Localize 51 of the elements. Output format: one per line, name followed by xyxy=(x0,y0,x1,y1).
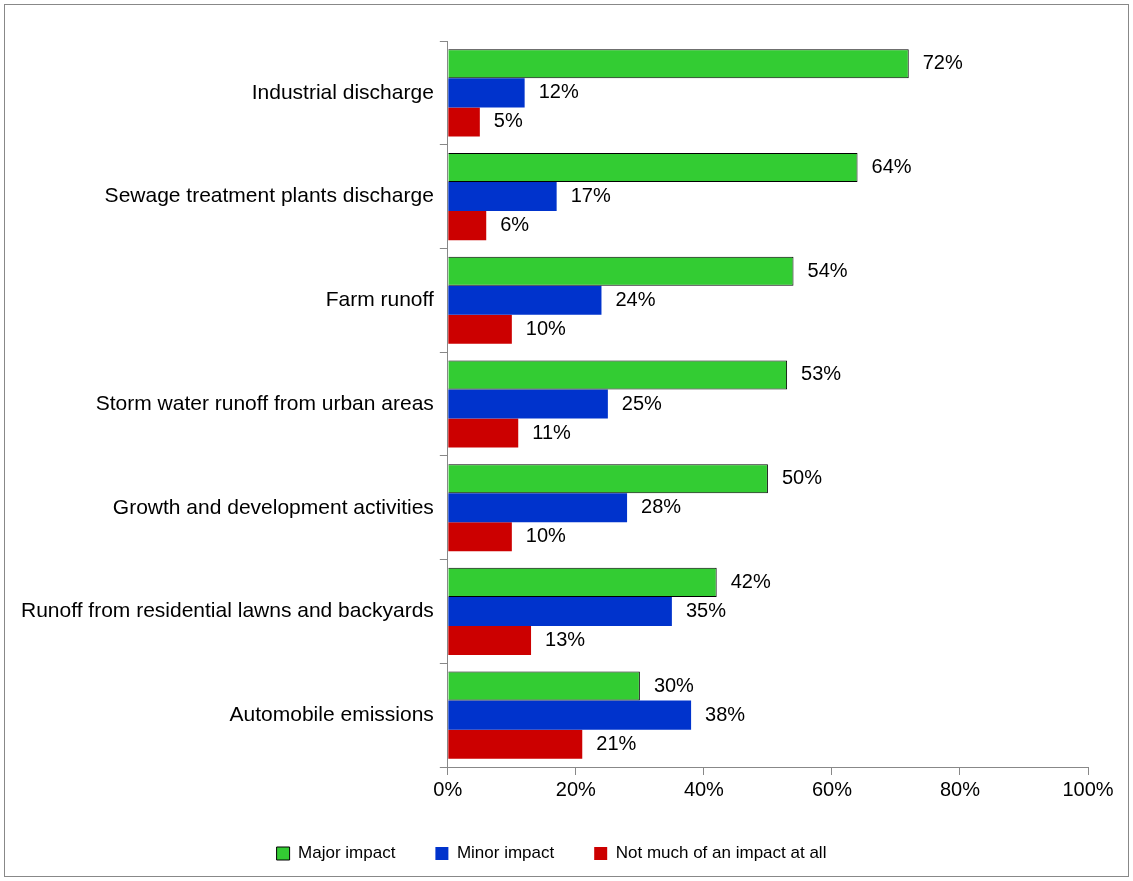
bar xyxy=(448,700,692,730)
data-label: 50% xyxy=(781,466,823,489)
legend-label: Minor impact xyxy=(456,843,555,863)
y-tick-label: Farm runoff xyxy=(325,287,434,311)
data-label: 53% xyxy=(801,362,842,385)
bar xyxy=(448,389,608,419)
bar xyxy=(448,596,672,626)
data-label: 10% xyxy=(525,316,567,339)
y-tick-label: Growth and development activities xyxy=(112,494,434,518)
data-label: 13% xyxy=(545,627,586,650)
y-tick-label: Runoff from residential lawns and backyards xyxy=(20,598,434,622)
bar xyxy=(448,314,512,344)
data-label: 17% xyxy=(570,184,611,207)
data-label: 11% xyxy=(532,420,571,443)
y-tick-label: Storm water runoff from urban areas xyxy=(95,390,434,414)
data-label: 42% xyxy=(730,569,771,592)
data-label: 5% xyxy=(493,109,523,132)
bar xyxy=(448,625,532,655)
bar xyxy=(448,107,480,137)
bar xyxy=(448,211,487,241)
data-label: 28% xyxy=(641,495,682,518)
bar xyxy=(448,493,628,523)
x-tick-label: 80% xyxy=(939,777,981,800)
bar xyxy=(448,522,512,552)
data-label: 21% xyxy=(596,731,637,754)
legend-label: Major impact xyxy=(298,843,396,863)
data-label: 54% xyxy=(807,258,848,281)
bar xyxy=(448,182,557,212)
data-label: 10% xyxy=(525,524,567,547)
data-label: 30% xyxy=(653,673,695,696)
bar xyxy=(448,285,602,315)
x-tick-label: 0% xyxy=(433,777,463,800)
data-label: 35% xyxy=(685,598,727,621)
x-tick-label: 60% xyxy=(811,777,853,800)
data-label: 25% xyxy=(621,391,663,414)
data-label: 72% xyxy=(922,51,963,74)
x-tick-label: 100% xyxy=(1062,777,1114,800)
legend-label: Not much of an impact at all xyxy=(615,843,827,863)
bar xyxy=(448,729,583,759)
x-tick-label: 40% xyxy=(683,777,725,800)
data-label: 6% xyxy=(500,213,530,236)
y-tick-label: Industrial discharge xyxy=(251,79,434,103)
data-label: 24% xyxy=(615,287,656,310)
data-label: 38% xyxy=(705,702,746,725)
y-tick-label: Automobile emissions xyxy=(229,701,434,725)
bar xyxy=(448,78,525,108)
data-label: 64% xyxy=(871,155,912,178)
x-tick-label: 20% xyxy=(555,777,597,800)
data-label: 12% xyxy=(538,80,579,103)
bar xyxy=(448,418,519,448)
y-tick-label: Sewage treatment plants discharge xyxy=(104,183,434,207)
